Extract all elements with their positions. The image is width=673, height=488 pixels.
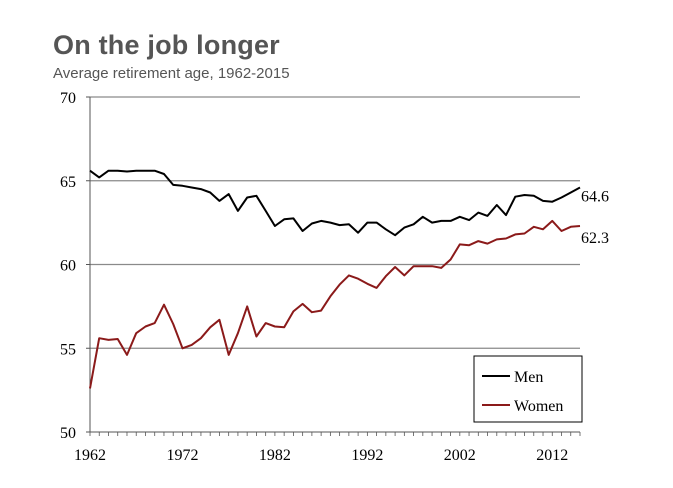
x-tick-label: 2002 bbox=[444, 447, 476, 464]
x-tick-label: 1982 bbox=[259, 447, 291, 464]
series-line-men bbox=[89, 169, 581, 237]
x-axis-ticks: 1962 1972 1982 1992 2002 2012 bbox=[74, 447, 568, 464]
legend: Men Women bbox=[473, 355, 583, 423]
chart-title: On the job longer bbox=[53, 30, 280, 60]
legend-label-women: Women bbox=[514, 398, 563, 415]
y-tick-label: 70 bbox=[60, 90, 76, 107]
y-tick-label: 55 bbox=[60, 341, 76, 358]
chart-subtitle: Average retirement age, 1962-2015 bbox=[53, 65, 290, 82]
series-lines bbox=[89, 169, 581, 389]
x-tick-label: 1992 bbox=[351, 447, 383, 464]
x-tick-label: 1972 bbox=[166, 447, 198, 464]
end-label-men: 64.6 bbox=[581, 188, 609, 205]
legend-label-men: Men bbox=[514, 369, 543, 386]
end-labels: 64.6 62.3 bbox=[581, 188, 609, 247]
axes bbox=[86, 96, 581, 436]
end-label-women: 62.3 bbox=[581, 230, 609, 247]
series-line-women bbox=[89, 219, 581, 389]
y-axis-ticks: 50 55 60 65 70 bbox=[60, 90, 76, 442]
x-tick-label: 2012 bbox=[536, 447, 568, 464]
x-tick-label: 1962 bbox=[74, 447, 106, 464]
y-tick-label: 50 bbox=[60, 425, 76, 442]
y-tick-label: 65 bbox=[60, 174, 76, 191]
legend-box bbox=[473, 355, 583, 423]
gridlines bbox=[90, 96, 580, 349]
y-tick-label: 60 bbox=[60, 258, 76, 275]
